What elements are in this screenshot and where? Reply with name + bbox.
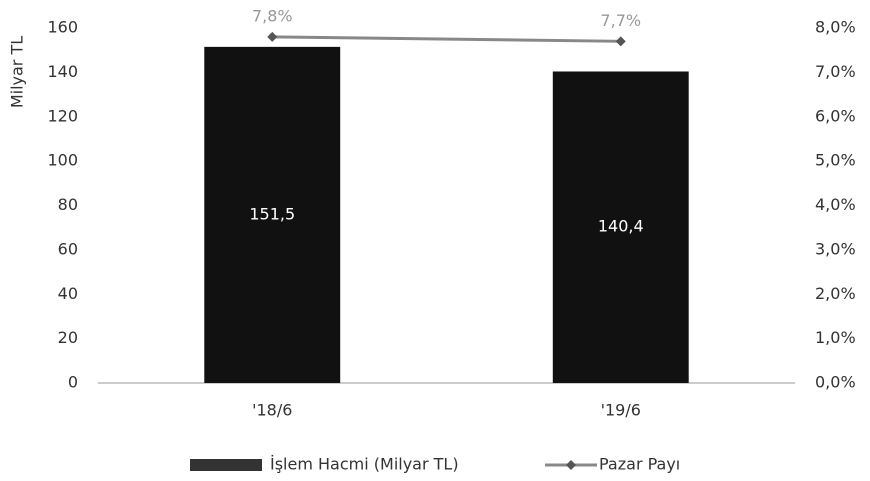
y2-tick-label: 7,0% <box>815 62 856 81</box>
y2-tick-label: 8,0% <box>815 18 856 37</box>
y-tick-label: 40 <box>58 284 78 303</box>
bar-value-label: 140,4 <box>598 217 644 236</box>
y2-tick-label: 2,0% <box>815 284 856 303</box>
legend-label: İşlem Hacmi (Milyar TL) <box>270 455 459 474</box>
bar <box>552 71 689 384</box>
y-axis-label: Milyar TL <box>8 36 27 108</box>
y-tick-label: 60 <box>58 239 78 258</box>
legend-swatch <box>190 459 262 471</box>
y2-tick-label: 1,0% <box>815 328 856 347</box>
y2-tick-label: 6,0% <box>815 106 856 125</box>
x-tick-label: '18/6 <box>252 401 292 420</box>
y-tick-label: 20 <box>58 328 78 347</box>
x-tick-label: '19/6 <box>601 401 641 420</box>
bar-value-label: 151,5 <box>249 204 295 223</box>
y2-tick-label: 3,0% <box>815 239 856 258</box>
legend-marker <box>566 460 576 470</box>
line <box>272 35 621 43</box>
line-value-label: 7,8% <box>252 6 293 25</box>
legend-label: Pazar Payı <box>599 455 680 474</box>
bar <box>204 46 341 383</box>
y-tick-label: 120 <box>47 106 78 125</box>
y-tick-label: 140 <box>47 62 78 81</box>
y2-tick-label: 4,0% <box>815 195 856 214</box>
line-marker <box>267 31 278 42</box>
line-marker <box>615 36 626 47</box>
y-tick-label: 0 <box>68 373 78 392</box>
y-tick-label: 160 <box>47 18 78 37</box>
y-tick-label: 80 <box>58 195 78 214</box>
y-tick-label: 100 <box>47 151 78 170</box>
line-value-label: 7,7% <box>600 11 641 30</box>
y2-tick-label: 5,0% <box>815 151 856 170</box>
y2-tick-label: 0,0% <box>815 373 856 392</box>
